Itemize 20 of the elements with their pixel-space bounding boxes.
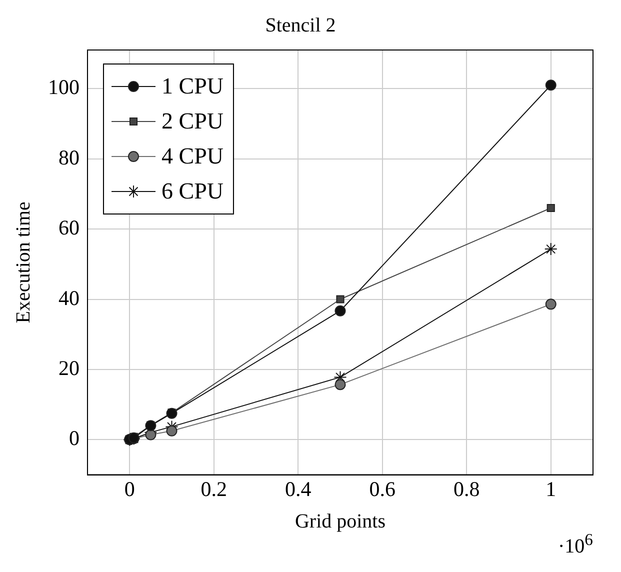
legend-label: 4 CPU <box>162 144 224 169</box>
x-axis-title: Grid points <box>294 510 386 532</box>
y-tick-label: 60 <box>58 216 80 240</box>
y-axis-title: Execution time <box>12 201 34 324</box>
x-tick-label: 0.8 <box>454 476 480 501</box>
y-tick-label: 100 <box>48 75 80 100</box>
text: ·10$^{6}$ <box>558 530 593 559</box>
y-tick-label: 0 <box>69 426 80 450</box>
legend-label: 2 CPU <box>162 108 224 134</box>
x-tick-label: 0 <box>124 476 135 501</box>
x-tick-label: 0.4 <box>285 476 312 501</box>
y-tick-label: 40 <box>58 286 80 310</box>
legend-label: 1 CPU <box>162 74 224 99</box>
legend-label: 6 CPU <box>162 178 224 204</box>
x-tick-label: 1 <box>546 476 556 501</box>
y-tick-label: 80 <box>58 145 80 170</box>
x-tick-label: 0.6 <box>369 476 396 501</box>
x-tick-label: 0.2 <box>200 476 227 501</box>
chart-title: Stencil 2 <box>265 14 336 36</box>
y-tick-label: 20 <box>58 356 80 380</box>
